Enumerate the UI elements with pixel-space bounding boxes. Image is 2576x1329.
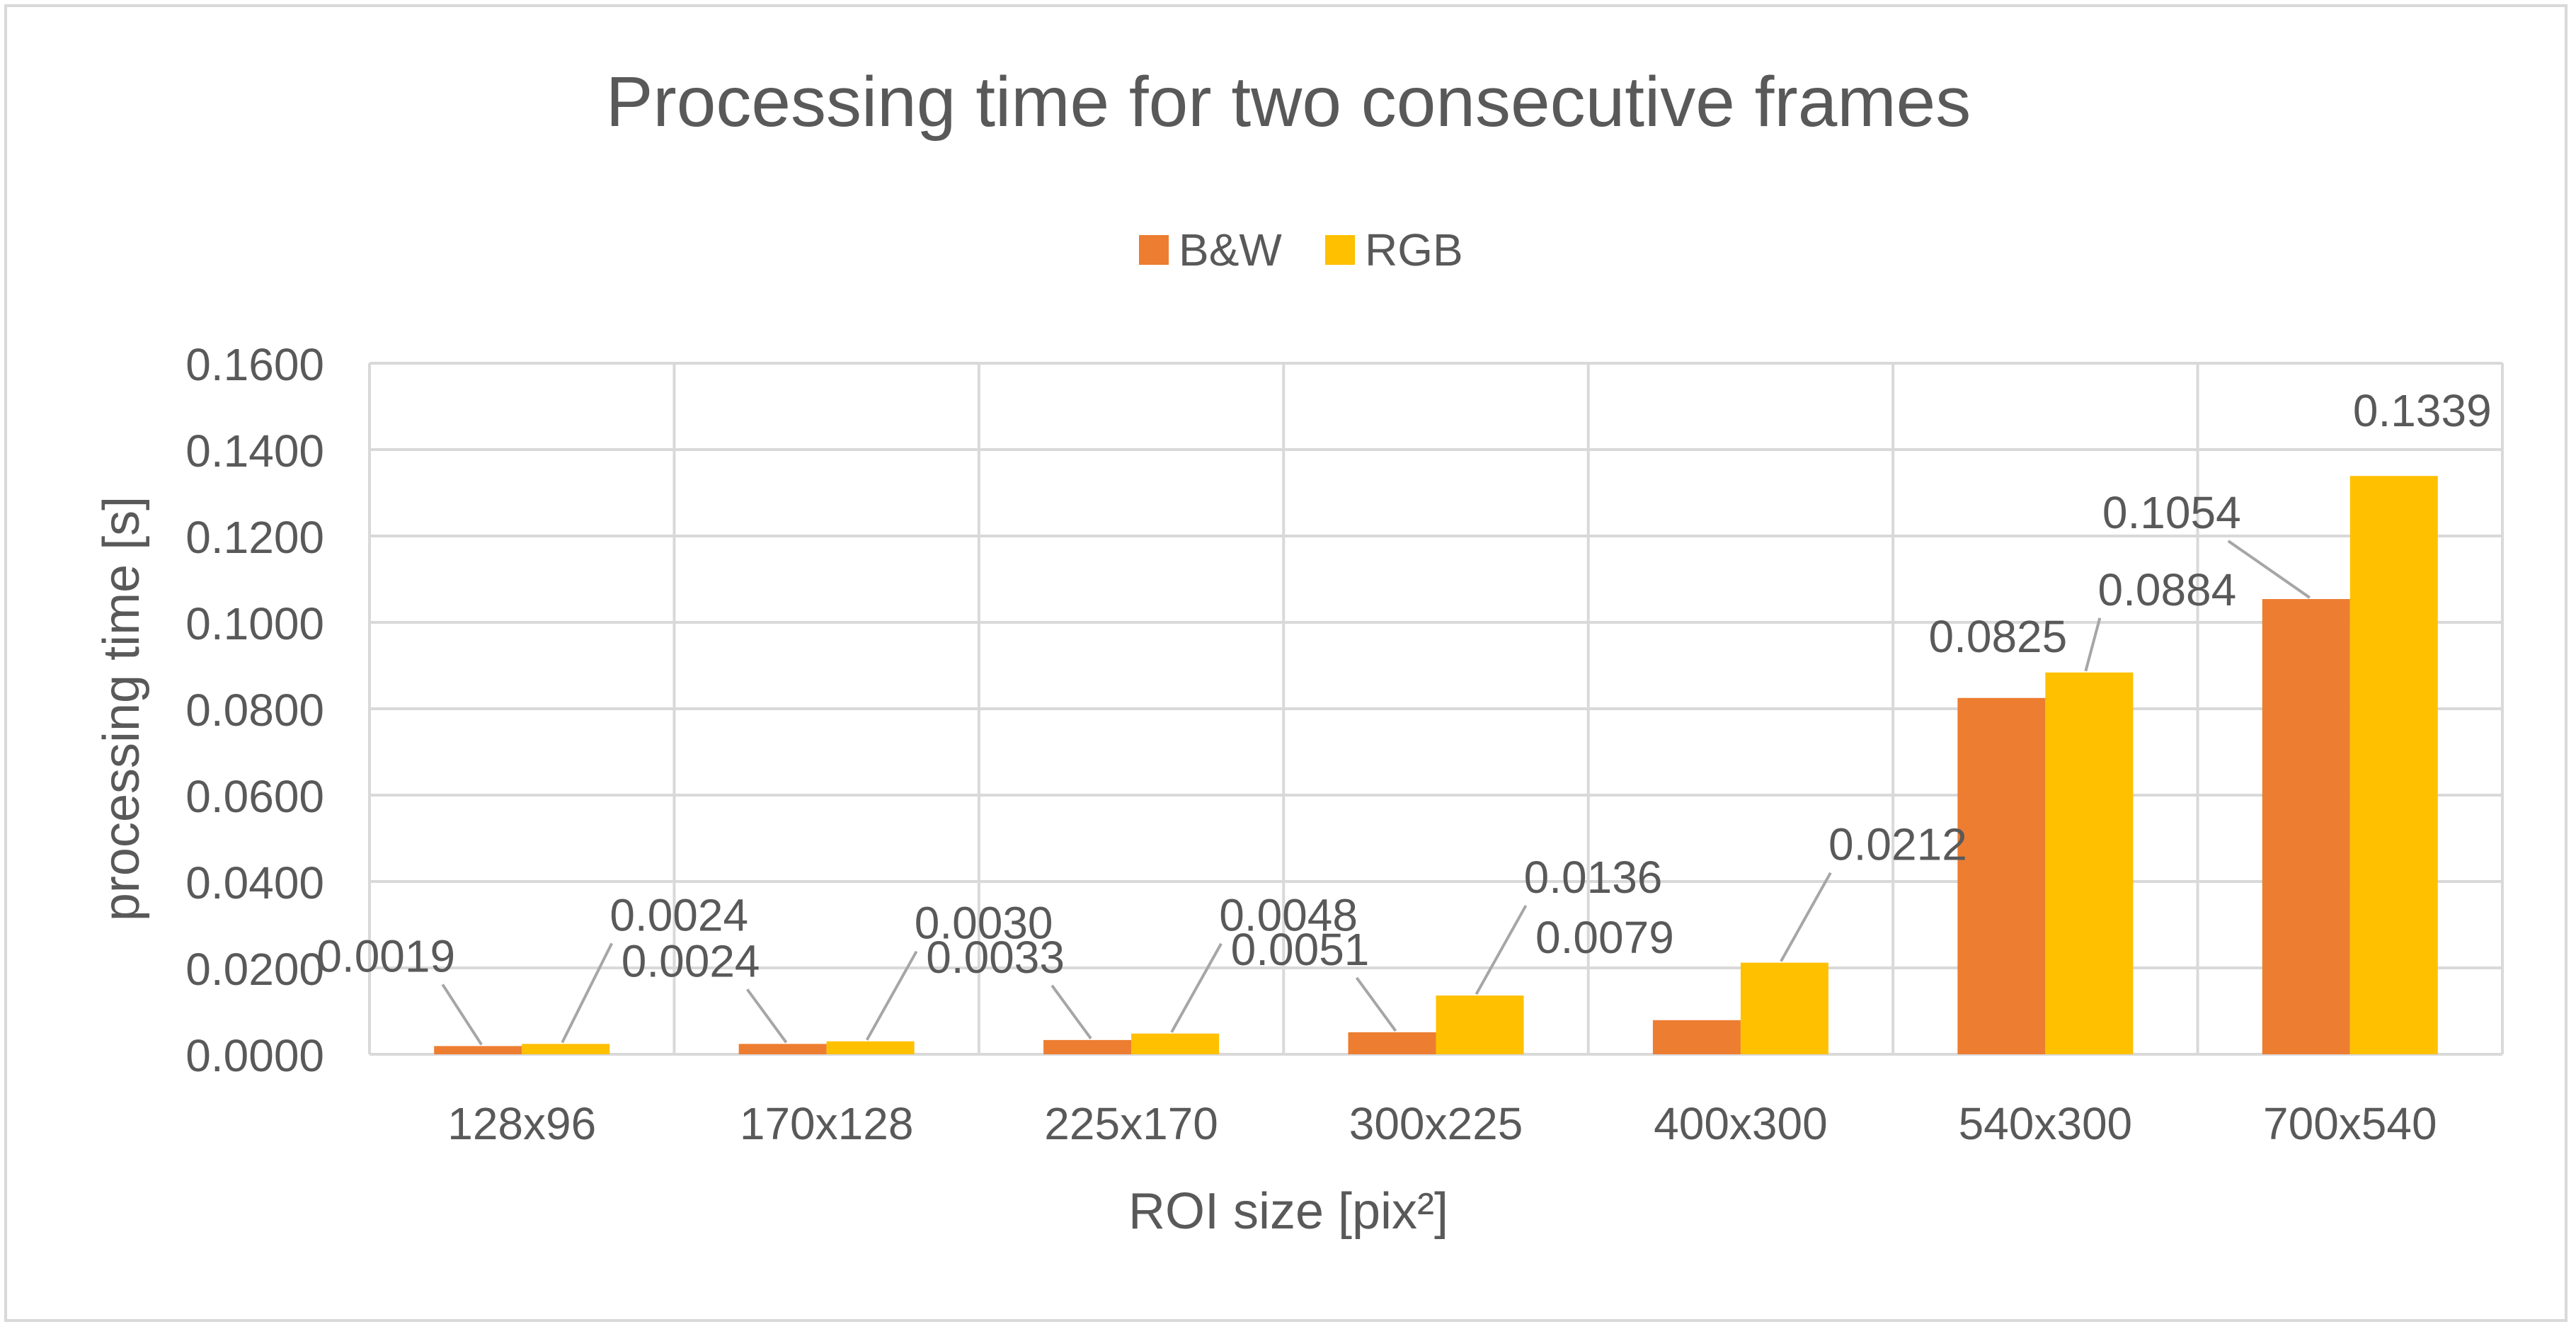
data-label: 0.0019	[316, 930, 455, 981]
data-label: 0.0051	[1231, 924, 1370, 975]
bar-bw	[434, 1046, 522, 1054]
leader-line	[2084, 617, 2102, 672]
data-label: 0.0136	[1524, 852, 1663, 903]
data-labels: 0.0019 0.0024 0.0033 0.0051 0.0079 0.0825 0.10…	[316, 385, 2491, 986]
x-tick-label: 700x540	[2263, 1098, 2437, 1149]
bar-bw	[738, 1044, 827, 1054]
x-tick-label: 170x128	[740, 1098, 914, 1149]
leader-line	[1475, 905, 1528, 996]
data-label: 0.0024	[609, 889, 748, 940]
data-label: 0.0024	[622, 935, 760, 986]
bar-rgb	[1740, 962, 1828, 1054]
bars	[434, 476, 2438, 1054]
x-axis-title: ROI size [pix²]	[1128, 1183, 1448, 1240]
leader-line	[561, 942, 614, 1044]
leader-line	[2227, 540, 2311, 599]
data-label: 0.0825	[1928, 611, 2067, 662]
y-tick-label: 0.1600	[185, 339, 324, 390]
chart-frame	[4, 4, 2568, 1322]
bar-rgb	[826, 1041, 915, 1054]
bar-rgb	[1436, 996, 1524, 1054]
x-axis: 128x96 170x128 225x170 300x225 400x300 540x30…	[447, 1098, 2437, 1149]
legend-label-bw: B&W	[1179, 224, 1282, 275]
data-label: 0.0048	[1219, 890, 1358, 941]
y-tick-label: 0.0000	[185, 1030, 324, 1081]
data-label: 0.0212	[1828, 819, 1967, 870]
chart-title: Processing time for two consecutive fram…	[606, 62, 1971, 142]
leader-line	[865, 950, 918, 1041]
bar-rgb	[1131, 1033, 1220, 1054]
y-tick-label: 0.0400	[185, 857, 324, 908]
y-tick-label: 0.0600	[185, 771, 324, 822]
leader-line	[746, 988, 788, 1044]
data-label-leaders	[441, 540, 2311, 1046]
leader-line	[441, 983, 483, 1046]
data-label: 0.0884	[2097, 564, 2236, 615]
gridlines	[368, 362, 2504, 1056]
leader-line	[1355, 976, 1397, 1032]
legend-swatch-rgb	[1325, 235, 1355, 265]
y-axis: 0.0000 0.0200 0.0400 0.0600 0.0800 0.1000 0.12…	[185, 339, 324, 1081]
y-tick-label: 0.1200	[185, 512, 324, 563]
bar-rgb	[2349, 476, 2438, 1054]
leader-line	[1051, 984, 1092, 1040]
legend-swatch-bw	[1139, 235, 1169, 265]
y-tick-label: 0.0200	[185, 944, 324, 995]
bar-rgb	[2045, 672, 2134, 1054]
bar-bw	[1043, 1039, 1132, 1054]
x-tick-label: 400x300	[1654, 1098, 1828, 1149]
leader-line	[1780, 872, 1832, 962]
x-tick-label: 540x300	[1959, 1098, 2133, 1149]
x-tick-label: 128x96	[447, 1098, 596, 1149]
leader-line	[1170, 942, 1223, 1033]
y-tick-label: 0.0800	[185, 685, 324, 736]
x-tick-label: 300x225	[1349, 1098, 1523, 1149]
y-tick-label: 0.1000	[185, 598, 324, 649]
legend: B&W RGB	[1139, 224, 1463, 275]
bar-bw	[2262, 599, 2350, 1054]
y-axis-title: processing time [s]	[93, 496, 150, 921]
bar-bw	[1957, 697, 2046, 1054]
x-tick-label: 225x170	[1044, 1098, 1218, 1149]
bar-bw	[1348, 1032, 1436, 1054]
bar-rgb	[522, 1044, 610, 1054]
data-label: 0.0079	[1535, 912, 1674, 963]
y-tick-label: 0.1400	[185, 426, 324, 477]
data-label: 0.0030	[915, 898, 1053, 949]
legend-label-rgb: RGB	[1365, 224, 1463, 275]
data-label: 0.1339	[2353, 385, 2492, 436]
data-label: 0.0033	[926, 932, 1065, 983]
bar-bw	[1652, 1020, 1741, 1054]
data-label: 0.1054	[2102, 487, 2241, 538]
